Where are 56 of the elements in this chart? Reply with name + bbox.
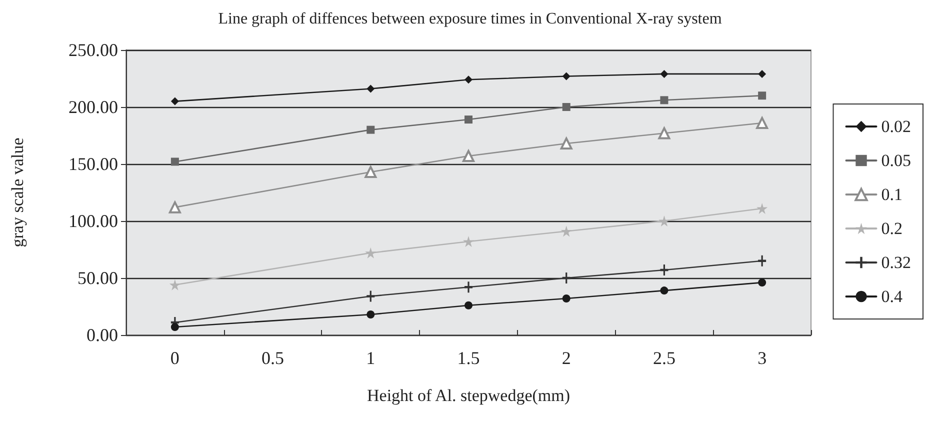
y-tick-label: 200.00 — [68, 97, 118, 117]
point — [464, 76, 472, 84]
point — [660, 96, 668, 104]
x-tick-label: 2 — [562, 348, 571, 368]
point — [758, 278, 766, 287]
point — [758, 92, 766, 100]
point — [756, 116, 768, 129]
point — [366, 310, 375, 318]
y-tick-label: 50.00 — [78, 268, 118, 288]
point — [562, 294, 570, 303]
point — [364, 166, 377, 178]
point — [660, 264, 668, 276]
point — [660, 70, 668, 78]
x-tick-label: 3 — [758, 348, 767, 368]
y-tick-label: 150.00 — [68, 154, 118, 174]
x-tick-label: 0 — [170, 348, 180, 368]
legend-label: 0.2 — [881, 219, 902, 238]
point — [464, 301, 472, 310]
legend-label: 0.02 — [881, 117, 911, 136]
y-tick-label: 100.00 — [68, 211, 118, 231]
legend-label: 0.05 — [881, 151, 911, 170]
chart-title: Line graph of diffences between exposure times in Conventional X-ray system — [218, 10, 722, 28]
x-axis-title: Height of Al. stepwedge(mm) — [366, 386, 570, 405]
point — [562, 72, 570, 80]
x-tick-label: 1.5 — [457, 348, 480, 368]
point — [758, 70, 766, 78]
point — [366, 126, 375, 134]
point — [168, 201, 181, 214]
x-tick-label: 2.5 — [652, 348, 676, 368]
point — [463, 236, 474, 248]
x-tick-label: 0.5 — [262, 348, 284, 368]
y-axis-title: gray scale value — [8, 138, 27, 248]
point — [462, 150, 474, 162]
point — [366, 84, 375, 93]
point — [365, 247, 376, 258]
point — [756, 202, 768, 214]
point — [170, 158, 179, 166]
point — [560, 226, 572, 237]
legend-label: 0.1 — [881, 185, 902, 204]
x-tick-label: 1 — [366, 348, 376, 368]
point — [658, 216, 670, 226]
point — [562, 272, 570, 284]
y-tick-label: 0.00 — [86, 325, 118, 345]
point — [560, 137, 572, 150]
point — [658, 127, 670, 140]
point — [464, 116, 472, 124]
legend-label: 0.4 — [881, 287, 903, 306]
point — [170, 97, 179, 106]
point — [170, 323, 179, 332]
point — [169, 279, 180, 290]
point — [366, 290, 375, 302]
legend-label: 0.32 — [881, 253, 911, 272]
point — [758, 255, 766, 266]
y-tick-label: 250.00 — [68, 40, 118, 60]
point — [660, 286, 668, 295]
point — [562, 103, 570, 111]
